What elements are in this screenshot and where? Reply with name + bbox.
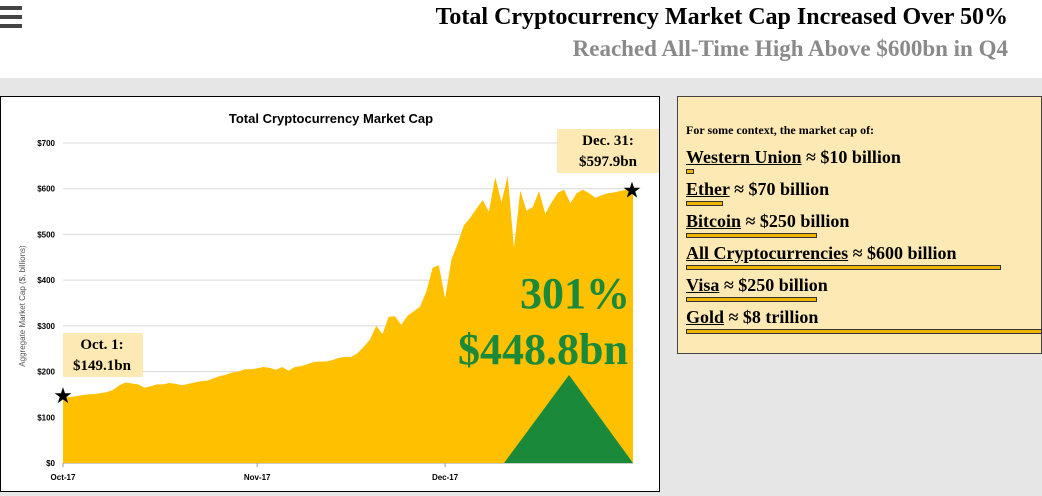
y-tick-label: $100 — [37, 413, 55, 422]
context-bar — [686, 233, 818, 238]
up-arrow-triangle — [504, 375, 633, 463]
start-label-date: Oct. 1: — [80, 337, 123, 353]
context-item: Bitcoin ≈ $250 billion — [686, 211, 849, 232]
end-star-icon: ★ — [622, 179, 642, 204]
chart-svg: Total Cryptocurrency Market Cap Aggregat… — [18, 111, 659, 482]
hamburger-menu-icon[interactable] — [0, 6, 22, 28]
chart-title: Total Cryptocurrency Market Cap — [229, 111, 433, 126]
context-item: Ether ≈ $70 billion — [686, 179, 829, 200]
end-label-box — [557, 129, 659, 173]
context-bar — [686, 329, 1042, 334]
context-item-value: ≈ $70 billion — [729, 179, 830, 199]
page-subtitle: Reached All-Time High Above $600bn in Q4 — [572, 36, 1008, 61]
context-item-label: Ether — [686, 179, 730, 199]
x-tick-label: Dec-17 — [432, 473, 459, 482]
start-label-box — [63, 333, 143, 377]
absolute-change: $448.8bn — [458, 325, 628, 374]
market-cap-area — [63, 175, 633, 463]
context-item-label: Visa — [686, 275, 720, 295]
y-tick-label: $0 — [46, 459, 55, 468]
x-tick-label: Oct-17 — [51, 473, 76, 482]
context-item-value: ≈ $10 billion — [801, 147, 901, 167]
context-item-label: Western Union — [686, 147, 802, 167]
y-tick-label: $400 — [37, 276, 55, 285]
start-label-value: $149.1bn — [73, 358, 132, 374]
context-item-value: ≈ $600 billion — [848, 243, 957, 263]
start-star-icon: ★ — [53, 384, 73, 409]
context-item: Visa ≈ $250 billion — [686, 275, 828, 296]
context-item: Western Union ≈ $10 billion — [686, 147, 901, 168]
market-cap-chart: Total Cryptocurrency Market Cap Aggregat… — [0, 96, 660, 492]
context-bar — [686, 265, 1001, 270]
context-item-value: ≈ $8 trillion — [724, 307, 819, 327]
context-item-label: All Cryptocurrencies — [686, 243, 849, 263]
page-title: Total Cryptocurrency Market Cap Increase… — [435, 4, 1008, 30]
y-tick-label: $700 — [37, 139, 55, 148]
x-tick-label: Nov-17 — [244, 473, 271, 482]
y-tick-label: $200 — [37, 368, 55, 377]
y-tick-label: $500 — [37, 230, 55, 239]
context-item-value: ≈ $250 billion — [719, 275, 828, 295]
context-bar — [686, 169, 694, 174]
percent-change: 301% — [520, 269, 630, 318]
context-panel: For some context, the market cap of: Wes… — [677, 96, 1042, 354]
y-axis-label: Aggregate Market Cap ($, billions) — [18, 245, 27, 367]
context-bar — [686, 201, 723, 206]
context-intro: For some context, the market cap of: — [686, 123, 875, 137]
x-tick-labels: Oct-17 Nov-17 Dec-17 — [51, 463, 459, 482]
context-bar — [686, 297, 818, 302]
context-item: Gold ≈ $8 trillion — [686, 307, 818, 328]
end-label-value: $597.9bn — [579, 154, 638, 170]
context-item-label: Bitcoin — [686, 211, 742, 231]
context-item-label: Gold — [686, 307, 725, 327]
context-item: All Cryptocurrencies ≈ $600 billion — [686, 243, 957, 264]
y-tick-label: $600 — [37, 185, 55, 194]
y-tick-label: $300 — [37, 322, 55, 331]
y-tick-labels: $0 $100 $200 $300 $400 $500 $600 $700 — [37, 139, 55, 468]
context-item-value: ≈ $250 billion — [741, 211, 850, 231]
end-label-date: Dec. 31: — [582, 133, 634, 149]
